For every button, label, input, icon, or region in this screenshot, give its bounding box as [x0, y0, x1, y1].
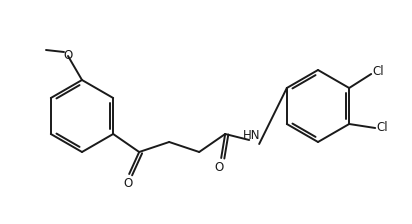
Text: O: O	[215, 161, 224, 174]
Text: O: O	[124, 177, 133, 190]
Text: O: O	[63, 49, 73, 62]
Text: Cl: Cl	[377, 121, 388, 134]
Text: HN: HN	[242, 129, 260, 142]
Text: Cl: Cl	[372, 65, 384, 78]
